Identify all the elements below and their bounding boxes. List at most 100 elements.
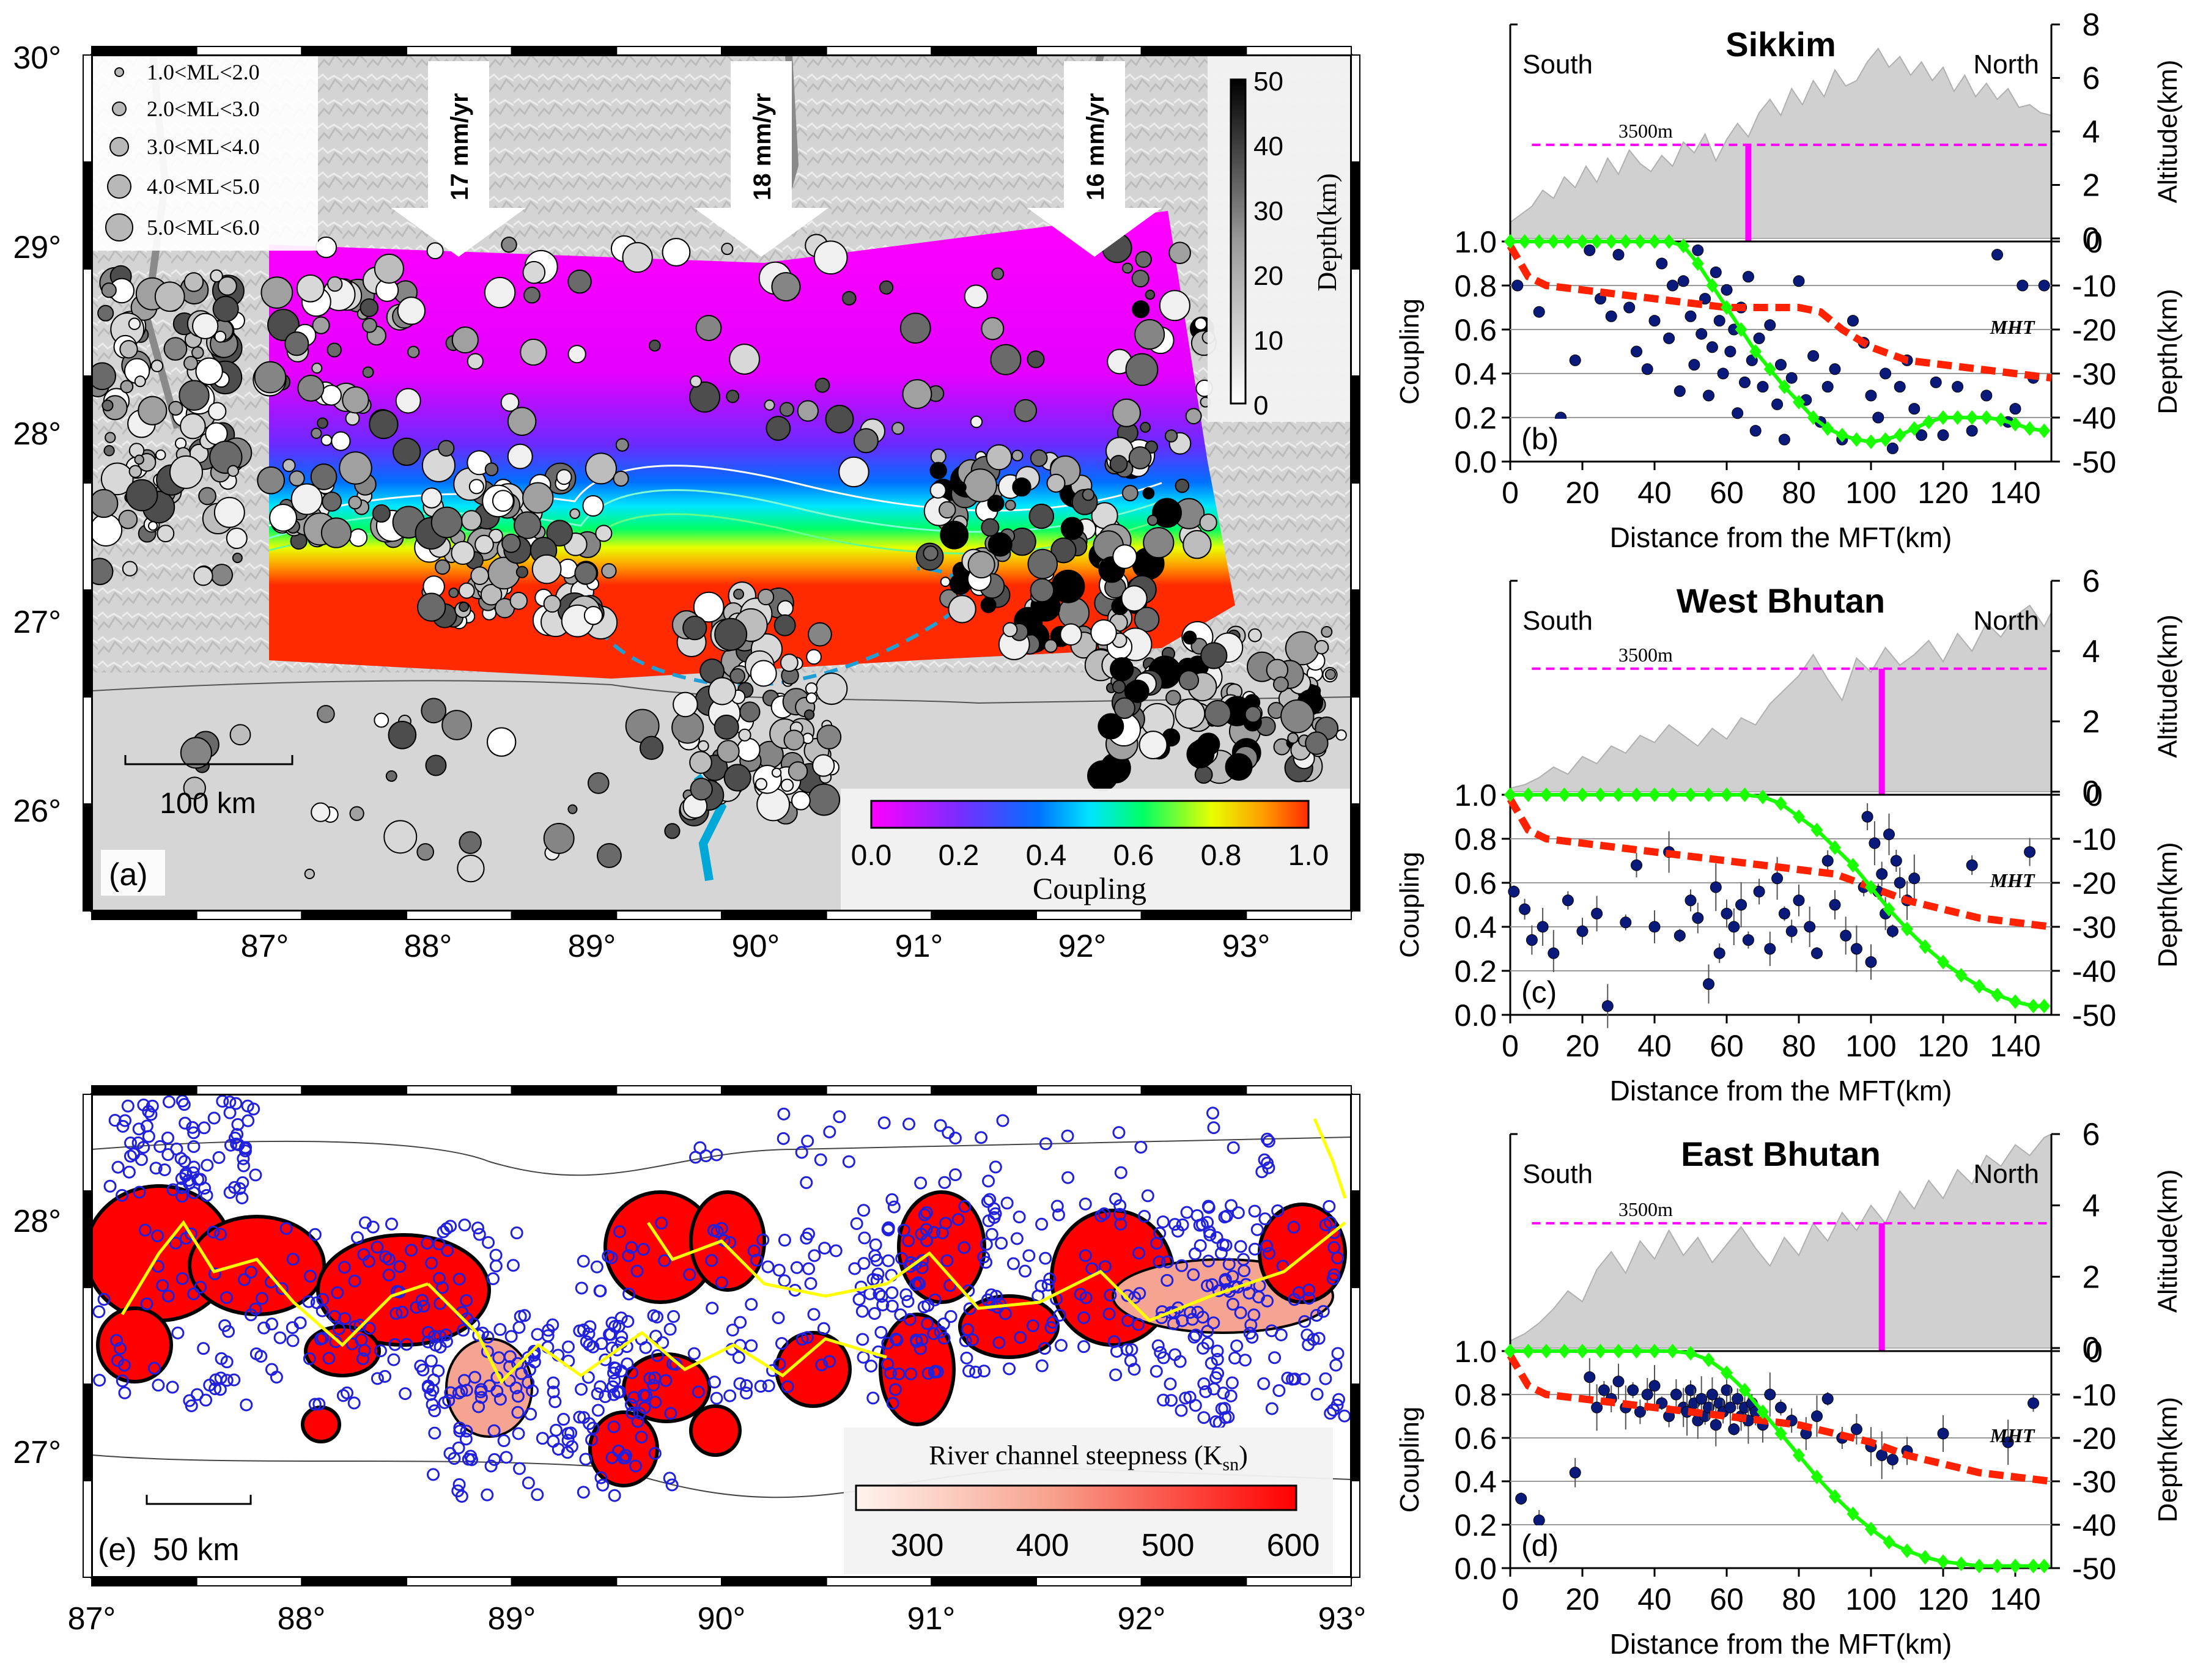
earthquake (383, 820, 418, 854)
seismicity-point (1753, 332, 1765, 344)
earthquake-blue (366, 1220, 380, 1234)
velocity-label-3: 16 mm/yr (1082, 93, 1109, 201)
earthquake (546, 520, 573, 547)
earthquake (780, 778, 794, 792)
frame-segment (825, 1577, 932, 1586)
frame-segment (1351, 803, 1360, 912)
seismicity-point (1721, 1384, 1733, 1396)
frame-segment (83, 803, 92, 912)
seismicity-point (1623, 301, 1636, 314)
earthquake-blue (174, 1152, 188, 1165)
earthquake (805, 692, 817, 704)
earthquake (168, 400, 183, 416)
earthquake (214, 330, 227, 343)
earthquake-blue (948, 1168, 962, 1182)
earthquake-blue (1307, 1333, 1320, 1346)
earthquake (1152, 498, 1182, 528)
earthquake-blue (833, 1110, 846, 1124)
earthquake (585, 452, 617, 485)
panel-label-bg (1515, 1525, 1573, 1563)
coupling-tick-label: 1.0 (1454, 225, 1497, 259)
earthquake-blue (992, 1336, 1006, 1349)
border-line (91, 680, 1352, 704)
earthquake-blue (1248, 1204, 1261, 1218)
earthquake-blue (127, 1148, 141, 1161)
earthquake-blue (1205, 1357, 1218, 1370)
earthquake-blue (866, 1273, 880, 1286)
earthquake-blue (1331, 1347, 1345, 1360)
earthquake (853, 428, 879, 454)
coupling-point (1908, 421, 1921, 436)
earthquake-blue (362, 1254, 375, 1268)
frame-segment (1140, 46, 1247, 56)
frame-segment (91, 1577, 197, 1586)
frame-segment (83, 1190, 92, 1288)
earthquake (441, 710, 472, 740)
seismicity-point (1937, 429, 1949, 441)
frame-segment (1351, 482, 1360, 591)
earthquake-blue (1107, 1335, 1121, 1349)
earthquake (1002, 622, 1018, 638)
coupling-point (1995, 412, 2007, 427)
profile-title: Sikkim (1725, 25, 1836, 64)
seismicity-point (1724, 1401, 1736, 1413)
seismicity-point (1569, 354, 1581, 366)
coupling-point (1922, 414, 1935, 430)
earthquake (816, 724, 842, 750)
earthquake (179, 380, 210, 411)
earthquake-blue (640, 1389, 653, 1402)
threshold-label: 3500m (1618, 120, 1673, 142)
earthquake-blue (1210, 1231, 1223, 1244)
coupling-point (1558, 787, 1571, 802)
earthquake (738, 728, 751, 742)
earthquake-blue (582, 1327, 596, 1341)
earthquake (556, 469, 572, 485)
earthquake-blue (220, 1374, 234, 1387)
frame-segment (83, 161, 92, 270)
earthquake (771, 271, 801, 302)
earthquake (1134, 319, 1165, 350)
north-label: North (1973, 1159, 2039, 1189)
coupling-axis-title: Coupling (1395, 1407, 1425, 1513)
frame-segment (91, 1085, 197, 1095)
earthquake-blue (1180, 1206, 1194, 1219)
seismicity-point (1605, 310, 1617, 322)
earthquake (213, 496, 245, 528)
earthquake (210, 564, 234, 586)
earthquake (349, 806, 364, 821)
coupling-point (1547, 234, 1560, 249)
earthquake-blue (1153, 1226, 1167, 1240)
frame-segment (1351, 161, 1360, 270)
coupling-point (1576, 234, 1589, 249)
earthquake-blue (273, 1331, 287, 1344)
coupling-tick-label: 0.4 (1454, 1465, 1497, 1499)
earthquake-blue (1157, 1393, 1170, 1407)
earthquake-blue (177, 1098, 191, 1111)
alt-tick-label: 4 (2083, 114, 2100, 150)
earthquake (320, 517, 352, 548)
earthquake-blue (473, 1228, 486, 1241)
earthquake-blue (489, 1248, 503, 1262)
coupling-point (1966, 410, 1979, 425)
frame-segment (1140, 910, 1247, 920)
coupling-point (2027, 998, 2040, 1014)
earthquake (582, 495, 604, 517)
earthquake-blue (389, 1306, 403, 1320)
earthquake-blue (506, 1259, 520, 1272)
earthquake-blue (175, 1272, 189, 1285)
earthquake-blue (474, 1383, 488, 1396)
coupling-point (1919, 1550, 1932, 1565)
earthquake-blue (1035, 1359, 1049, 1372)
depth-axis-title: Depth(km) (2153, 1397, 2183, 1522)
earthquake-blue (1156, 1215, 1170, 1229)
seismicity-point (1966, 425, 1978, 437)
coupling-point (1522, 1344, 1535, 1358)
depth-tick-label: 0 (2086, 1335, 2103, 1369)
earthquake-blue (981, 1195, 994, 1208)
coupling-point (1757, 1404, 1769, 1420)
earthquake (457, 855, 485, 883)
earthquake (766, 416, 791, 441)
earthquake (729, 668, 746, 684)
seismicity-point (1952, 381, 1964, 393)
